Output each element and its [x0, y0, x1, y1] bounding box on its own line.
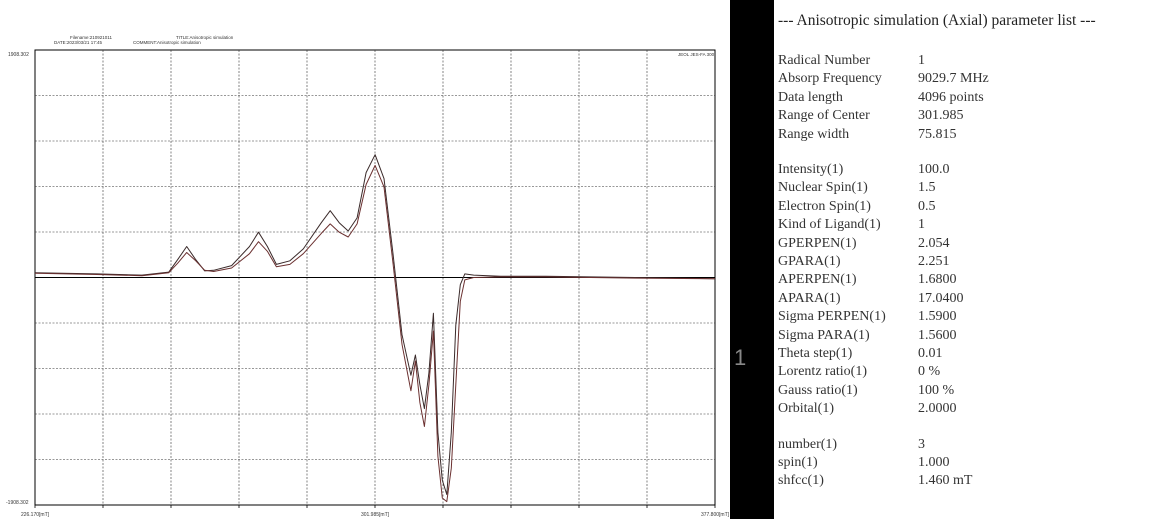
parameter-label: Orbital(1)	[778, 401, 834, 417]
parameter-value: 1.460 mT	[918, 473, 973, 489]
parameter-row: GPERPEN(1) 2.054	[778, 235, 950, 252]
parameter-label: Range of Center	[778, 108, 870, 124]
parameter-value: 1	[918, 53, 925, 68]
parameter-label: Range width	[778, 126, 850, 142]
parameter-label: shfcc(1)	[778, 473, 824, 489]
parameter-value: 1.5900	[918, 309, 957, 325]
parameter-label: Radical Number	[778, 53, 871, 68]
parameter-value: 9029.7 MHz	[918, 71, 989, 87]
parameter-value: 301.985	[918, 108, 964, 124]
parameter-list-title: --- Anisotropic simulation (Axial) param…	[778, 12, 1096, 29]
x-tick-label: 301.985[mT]	[361, 512, 390, 518]
parameter-row: Orbital(1) 2.0000	[778, 401, 957, 417]
parameter-row: Radical Number 1	[778, 53, 925, 69]
parameter-row: Data length 4096 points	[778, 89, 984, 106]
parameter-row: Gauss ratio(1) 100 %	[778, 382, 954, 399]
parameter-row: GPARA(1) 2.251	[778, 254, 950, 270]
parameter-value: 1.6800	[918, 272, 957, 288]
parameter-label: Gauss ratio(1)	[778, 382, 858, 398]
parameter-label: Intensity(1)	[778, 162, 844, 177]
parameter-value: 2.0000	[918, 401, 957, 417]
parameter-value: 1.000	[918, 455, 950, 470]
parameter-label: APARA(1)	[778, 290, 841, 306]
parameter-row: Kind of Ligand(1) 1	[778, 217, 925, 233]
parameter-label: spin(1)	[778, 455, 818, 470]
parameter-label: Theta step(1)	[778, 346, 853, 361]
parameter-label: APERPEN(1)	[778, 272, 857, 288]
parameter-value: 3	[918, 436, 925, 452]
parameter-value: 1.5600	[918, 327, 957, 343]
y-tick-label-bottom: -1908.302	[6, 500, 29, 506]
parameter-value: 2.251	[918, 254, 950, 269]
header-date: DATE:2023/03/21 17:45	[54, 40, 102, 45]
plot-lines	[34, 154, 716, 503]
parameter-label: GPERPEN(1)	[778, 235, 857, 251]
parameter-value: 2.054	[918, 235, 950, 251]
parameter-value: 1	[918, 217, 925, 233]
parameter-row: spin(1) 1.000	[778, 455, 950, 471]
parameter-value: 4096 points	[918, 89, 984, 105]
parameter-row: APARA(1) 17.0400	[778, 290, 964, 307]
parameter-row: Absorp Frequency 9029.7 MHz	[778, 71, 989, 87]
parameter-row: Nuclear Spin(1) 1.5	[778, 180, 936, 196]
parameter-row: Electron Spin(1) 0.5	[778, 198, 936, 215]
parameter-label: Kind of Ligand(1)	[778, 217, 881, 233]
parameter-label: Sigma PARA(1)	[778, 327, 870, 343]
x-tick-label: 377.800[mT]	[701, 512, 730, 518]
parameter-label: number(1)	[778, 436, 838, 452]
parameter-label: Nuclear Spin(1)	[778, 180, 868, 196]
parameter-row: APERPEN(1) 1.6800	[778, 272, 957, 288]
header-instrument: JEOL JES-FA 300	[678, 52, 715, 57]
parameter-value: 0.01	[918, 346, 943, 361]
parameter-label: Lorentz ratio(1)	[778, 364, 868, 380]
parameter-label: Sigma PERPEN(1)	[778, 309, 886, 325]
parameter-row: Range of Center 301.985	[778, 108, 964, 124]
parameter-row: Sigma PARA(1) 1.5600	[778, 327, 957, 344]
parameter-label: Data length	[778, 89, 843, 105]
parameter-list-panel: --- Anisotropic simulation (Axial) param…	[775, 0, 1159, 519]
parameter-row: Sigma PERPEN(1) 1.5900	[778, 309, 957, 325]
dark-separator-band	[730, 0, 774, 519]
parameter-label: GPARA(1)	[778, 254, 841, 269]
esr-spectrum-chart: 1908.302 -1908.302 226.170[mT] 301.985[mT] 3…	[6, 49, 730, 518]
parameter-row: Intensity(1) 100.0	[778, 162, 950, 178]
x-tick-label: 226.170[mT]	[21, 512, 50, 518]
parameter-value: 100 %	[918, 382, 955, 398]
parameter-row: shfcc(1) 1.460 mT	[778, 473, 972, 489]
parameter-value: 0.5	[918, 198, 936, 214]
parameter-row: Range width 75.815	[778, 126, 957, 143]
parameter-value: 17.0400	[918, 290, 964, 306]
plot-grid	[34, 49, 716, 508]
parameter-value: 100.0	[918, 162, 950, 177]
header-comment: COMMENT:Anisotropic simulation	[133, 40, 201, 45]
separator-number: 1	[734, 345, 747, 370]
parameter-value: 0 %	[918, 364, 941, 380]
plot-labels: 1908.302 -1908.302 226.170[mT] 301.985[mT] 3…	[6, 52, 730, 518]
series-line-2	[34, 164, 716, 503]
parameter-value: 75.815	[918, 126, 957, 142]
parameter-label: Absorp Frequency	[778, 71, 882, 87]
header-filename: Filename:210921011	[70, 35, 112, 40]
parameter-label: Electron Spin(1)	[778, 198, 871, 214]
y-tick-label-top: 1908.302	[8, 52, 29, 58]
parameter-row: Lorentz ratio(1) 0 %	[778, 364, 940, 380]
parameter-row: number(1) 3	[778, 436, 925, 453]
parameter-value: 1.5	[918, 180, 936, 196]
parameter-row: Theta step(1) 0.01	[778, 346, 943, 362]
header-title: TITLE:Anisotropic simulation	[176, 35, 234, 40]
